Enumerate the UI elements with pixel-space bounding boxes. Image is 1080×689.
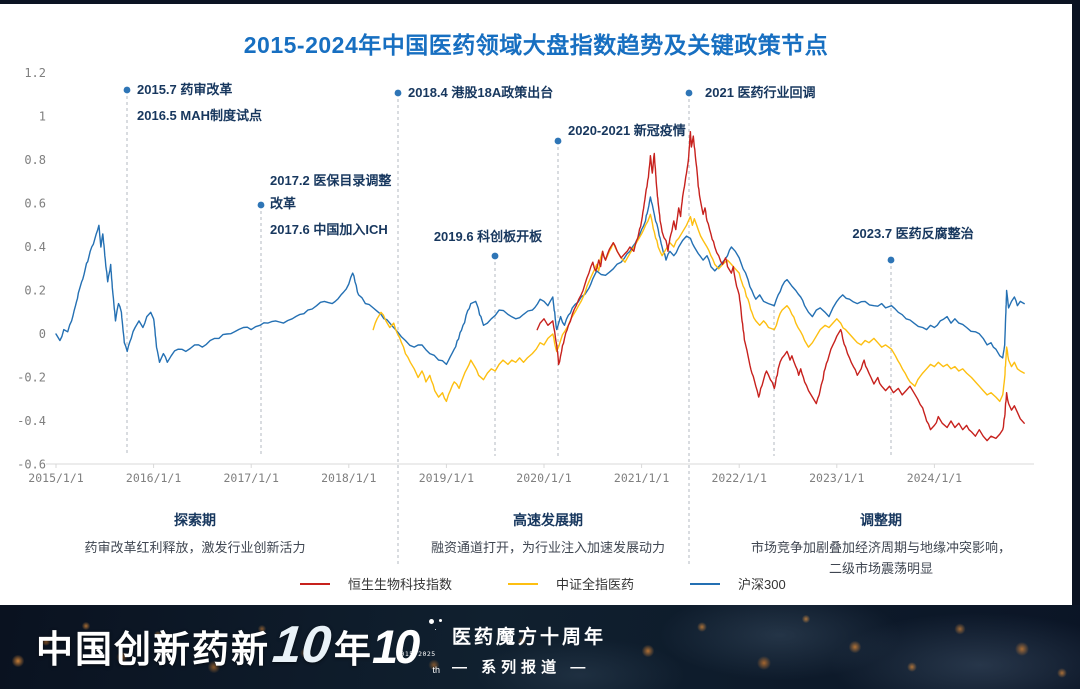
legend: 恒生生物科技指数 中证全指医药 沪深300 xyxy=(300,574,842,593)
policy-annotation: 2023.7 医药反腐整治 xyxy=(852,226,974,241)
period-subtitle: 市场竞争加剧叠加经济周期与地缘冲突影响， xyxy=(750,540,1012,555)
legend-label: 恒生生物科技指数 xyxy=(348,577,453,592)
period-exploration: 探索期 药审改革红利释放，激发行业创新活力 xyxy=(84,510,305,558)
logo-years: 2015-2025 xyxy=(396,650,436,658)
series-subtitle: — 系列报道 — xyxy=(452,659,591,676)
logo-th: th xyxy=(432,665,440,675)
series-text-block: 医药魔方十周年 — 系列报道 — xyxy=(452,622,606,677)
policy-marker-dot xyxy=(257,201,265,209)
y-tick-label: 0 xyxy=(39,327,46,341)
y-tick-label: -0.2 xyxy=(17,371,46,385)
series-line-hsbio xyxy=(536,131,1025,442)
legend-swatch-red xyxy=(300,582,330,585)
y-tick-label: -0.6 xyxy=(17,458,46,472)
x-tick-label: 2021/1/1 xyxy=(614,471,669,485)
policy-marker-dot xyxy=(554,137,562,145)
policy-annotation: 2016.5 MAH制度试点 xyxy=(137,108,262,123)
policy-marker-dot xyxy=(491,252,499,260)
period-rapid-growth: 高速发展期 融资通道打开，为行业注入加速发展动力 xyxy=(431,510,665,558)
period-subtitle: 融资通道打开，为行业注入加速发展动力 xyxy=(430,540,666,555)
period-title: 探索期 xyxy=(173,512,216,528)
x-tick-label: 2018/1/1 xyxy=(321,471,376,485)
period-subtitle: 二级市场震荡明显 xyxy=(828,561,934,576)
x-tick-label: 2017/1/1 xyxy=(224,471,279,485)
x-tick-label: 2019/1/1 xyxy=(419,471,474,485)
period-title: 高速发展期 xyxy=(512,512,583,528)
y-tick-label: 0.2 xyxy=(24,284,46,298)
policy-annotation: 2018.4 港股18A政策出台 xyxy=(408,85,554,100)
policy-annotation: 改革 xyxy=(270,196,297,211)
y-tick-label: 0.6 xyxy=(24,197,46,211)
x-tick-label: 2024/1/1 xyxy=(907,471,962,485)
policy-annotation: 2021 医药行业回调 xyxy=(705,85,816,100)
chart-panel: 2015-2024年中国医药领域大盘指数趋势及关键政策节点 2015/1/1 20… xyxy=(0,4,1072,605)
legend-swatch-blue xyxy=(690,582,721,585)
legend-item-csi-pharma: 中证全指医药 xyxy=(508,574,634,593)
x-tick-label: 2023/1/1 xyxy=(809,471,864,485)
chart-canvas: 2015/1/1 2016/1/1 2017/1/1 2018/1/1 2019/1/1… xyxy=(17,66,1034,564)
legend-label: 中证全指医药 xyxy=(556,577,635,592)
y-tick-label: 1 xyxy=(39,110,46,124)
policy-annotation: 2017.6 中国加入ICH xyxy=(270,222,388,237)
page-title: 2015-2024年中国医药领域大盘指数趋势及关键政策节点 xyxy=(243,32,829,58)
period-adjustment: 调整期 市场竞争加剧叠加经济周期与地缘冲突影响， 二级市场震荡明显 xyxy=(751,510,1011,579)
x-tick-label: 2016/1/1 xyxy=(126,471,181,485)
policy-annotation: 2017.2 医保目录调整 xyxy=(270,173,392,188)
molecule-icon xyxy=(429,619,434,624)
y-tick-label: 0.8 xyxy=(24,153,46,167)
policy-annotation: 2020-2021 新冠疫情 xyxy=(568,123,686,138)
brand-wordmark: 中国创新药新 10 年 xyxy=(36,615,373,674)
x-tick-label: 2015/1/1 xyxy=(28,471,83,485)
series-title: 医药魔方十周年 xyxy=(452,627,607,648)
x-tick-label: 2020/1/1 xyxy=(516,471,571,485)
y-tick-label: 1.2 xyxy=(24,66,46,80)
series-line-csi-pharma xyxy=(372,213,1025,403)
y-tick-label: -0.4 xyxy=(17,414,46,428)
series-line-csi300 xyxy=(55,196,1025,366)
policy-annotation: 2015.7 药审改革 xyxy=(137,82,233,97)
y-tick-label: 0.4 xyxy=(24,240,46,254)
policy-marker-dot xyxy=(394,89,402,97)
anniversary-logo: 10 2015-2025 th xyxy=(372,617,440,679)
policy-marker-dot xyxy=(123,86,131,94)
policy-marker-dot xyxy=(685,89,693,97)
legend-item-csi300: 沪深300 xyxy=(690,574,786,593)
logo-number-10: 10 xyxy=(372,620,420,673)
x-tick-label: 2022/1/1 xyxy=(712,471,767,485)
policy-annotation: 2019.6 科创板开板 xyxy=(433,229,543,244)
brand-suffix: 年 xyxy=(333,628,373,670)
brand-number-10: 10 xyxy=(269,615,334,674)
policy-marker-dot xyxy=(887,256,895,264)
period-title: 调整期 xyxy=(859,512,902,528)
legend-item-hsbio: 恒生生物科技指数 xyxy=(300,574,452,593)
legend-swatch-yellow xyxy=(508,582,539,585)
legend-label: 沪深300 xyxy=(738,577,786,592)
period-subtitle: 药审改革红利释放，激发行业创新活力 xyxy=(84,540,306,555)
footer-banner: 中国创新药新 10 年 10 2015-2025 th 医药魔方十周年 — 系列… xyxy=(0,605,1080,689)
brand-prefix: 中国创新药新 xyxy=(36,628,270,670)
